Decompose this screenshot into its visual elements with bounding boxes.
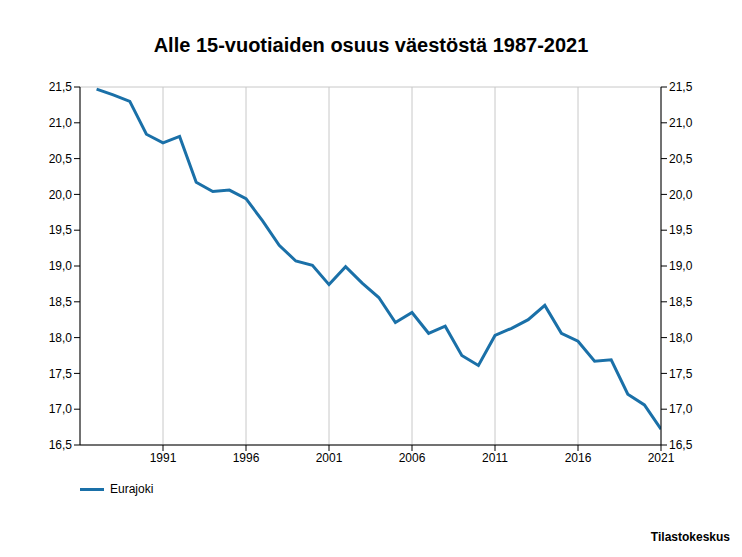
svg-text:16,5: 16,5 [669, 438, 693, 452]
svg-text:20,0: 20,0 [669, 188, 693, 202]
svg-text:20,5: 20,5 [49, 152, 73, 166]
svg-text:17,5: 17,5 [49, 367, 73, 381]
svg-text:2006: 2006 [399, 451, 426, 465]
svg-text:19,0: 19,0 [669, 259, 693, 273]
svg-text:21,5: 21,5 [49, 80, 73, 94]
html-text:Eurajoki: Eurajoki [110, 482, 154, 496]
html-text:Tilastokeskus: Tilastokeskus [650, 530, 730, 544]
svg-text:18,5: 18,5 [49, 295, 73, 309]
svg-text:21,0: 21,0 [669, 116, 693, 130]
svg-text:17,5: 17,5 [669, 367, 693, 381]
svg-text:20,5: 20,5 [669, 152, 693, 166]
svg-text:21,0: 21,0 [49, 116, 73, 130]
html-text:Alle 15-vuotiaiden osuus väest: Alle 15-vuotiaiden osuus väestöstä 1987-… [153, 34, 589, 56]
svg-text:19,5: 19,5 [669, 223, 693, 237]
svg-text:1991: 1991 [150, 451, 177, 465]
svg-text:2011: 2011 [482, 451, 508, 465]
svg-text:18,0: 18,0 [49, 331, 73, 345]
svg-text:19,0: 19,0 [49, 259, 73, 273]
svg-text:19,5: 19,5 [49, 223, 73, 237]
svg-text:2021: 2021 [648, 451, 675, 465]
svg-text:18,5: 18,5 [669, 295, 693, 309]
svg-text:2001: 2001 [316, 451, 343, 465]
svg-text:17,0: 17,0 [669, 402, 693, 416]
svg-text:16,5: 16,5 [49, 438, 73, 452]
svg-text:2016: 2016 [565, 451, 592, 465]
svg-text:20,0: 20,0 [49, 188, 73, 202]
svg-text:18,0: 18,0 [669, 331, 693, 345]
svg-text:1996: 1996 [233, 451, 260, 465]
svg-text:21,5: 21,5 [669, 80, 693, 94]
svg-text:17,0: 17,0 [49, 402, 73, 416]
